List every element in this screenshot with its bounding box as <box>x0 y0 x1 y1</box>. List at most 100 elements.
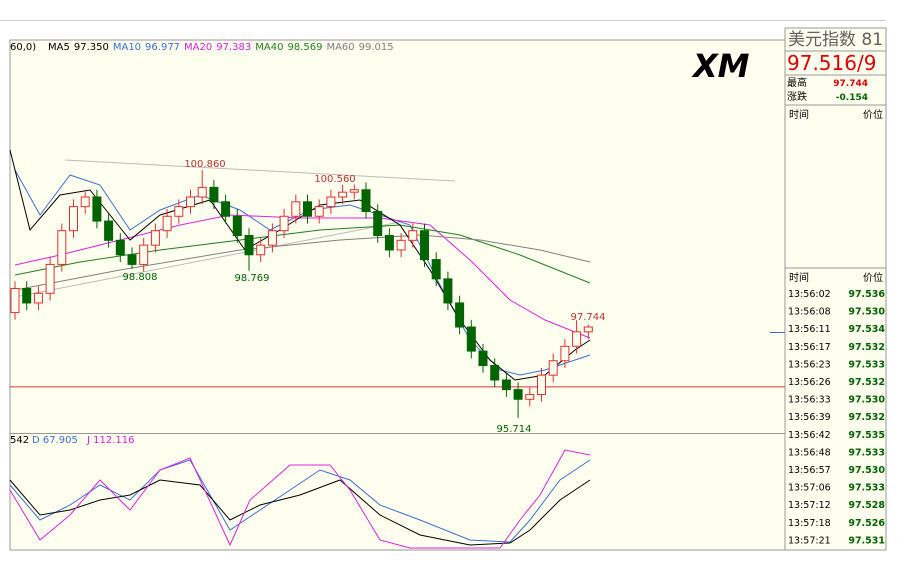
candle-body <box>33 292 43 304</box>
candle-body <box>80 196 90 208</box>
indicator: MA10 96.977 <box>113 42 180 53</box>
candle-body <box>10 287 20 314</box>
kdj-d: D 67.905 <box>32 435 78 446</box>
trade-price: 97.533 <box>848 483 885 494</box>
logo: XM <box>691 47 750 85</box>
candle-body <box>478 350 488 367</box>
price-annotation: 100.860 <box>184 159 225 170</box>
col-price: 价位 <box>863 271 883 284</box>
candle-body <box>104 220 114 241</box>
trade-time: 13:56:17 <box>788 342 831 353</box>
trade-price: 97.532 <box>848 342 885 353</box>
top-bar <box>0 0 909 20</box>
trade-time: 13:57:18 <box>788 518 831 529</box>
indicator-value: 99.015 <box>359 42 394 53</box>
trade-price: 97.533 <box>848 359 885 370</box>
trade-price: 97.536 <box>848 289 885 300</box>
trade-price: 97.532 <box>848 377 885 388</box>
candle-body <box>186 196 195 208</box>
trade-price: 97.535 <box>848 430 885 441</box>
indicator: MA60 99.015 <box>326 42 393 53</box>
candle-body <box>244 235 254 256</box>
candle-body <box>279 215 289 232</box>
trade-time: 13:56:26 <box>788 377 831 388</box>
trade-price: 97.531 <box>848 535 885 546</box>
candle-body <box>139 244 149 265</box>
kdj-line <box>9 449 591 549</box>
stat-value: 97.744 <box>833 79 868 89</box>
candle-body <box>174 206 184 217</box>
trade-time: 13:56:23 <box>788 359 831 370</box>
trade-time: 13:56:57 <box>788 465 831 476</box>
candle-body <box>127 254 137 265</box>
side-panel <box>784 27 887 551</box>
candle-body <box>548 360 558 376</box>
candle-body <box>209 186 219 203</box>
price-annotation: 98.769 <box>235 273 270 284</box>
chart-area <box>9 39 786 551</box>
candle-body <box>537 374 546 395</box>
trade-price: 97.530 <box>848 465 885 476</box>
trade-time: 13:56:11 <box>788 324 831 335</box>
indicator-name: MA10 <box>113 42 141 53</box>
ma-line <box>9 149 591 381</box>
candle-body <box>22 287 32 304</box>
col-price: 价位 <box>863 108 883 121</box>
candle-body <box>150 230 160 246</box>
candle-body <box>115 239 125 256</box>
trade-price: 97.526 <box>848 518 885 529</box>
indicator: MA5 97.350 <box>48 42 109 53</box>
candle-body <box>501 379 511 391</box>
candle-body <box>361 189 371 212</box>
indicator-value: 98.569 <box>287 42 322 53</box>
candle-body <box>384 235 394 251</box>
price-annotation: 100.560 <box>314 174 355 185</box>
trade-price: 97.530 <box>848 395 885 406</box>
candle-body <box>572 331 582 347</box>
panel-title: 美元指数 81 <box>788 30 883 50</box>
kdj-j: J 112.116 <box>86 435 134 446</box>
trade-time: 13:56:08 <box>788 307 831 318</box>
candle-body <box>431 259 441 280</box>
stat-label: 最高 <box>787 76 807 89</box>
trade-time: 13:56:48 <box>788 447 831 458</box>
candle-body <box>396 239 406 251</box>
indicator-name: MA20 <box>184 42 212 53</box>
trade-time: 13:56:02 <box>788 289 831 300</box>
header-partial: 60,0) <box>10 42 36 53</box>
trade-price: 97.528 <box>848 500 885 511</box>
trade-price: 97.533 <box>848 447 885 458</box>
candle-body <box>69 206 78 232</box>
trade-time: 13:57:12 <box>788 500 831 511</box>
indicator-value: 97.350 <box>74 42 109 53</box>
trend-line <box>64 159 456 182</box>
candle-body <box>57 230 67 265</box>
trend-line <box>19 221 401 297</box>
trade-time: 13:57:06 <box>788 483 831 494</box>
col-time: 时间 <box>789 271 809 284</box>
kdj-line <box>9 459 591 543</box>
indicator: MA20 97.383 <box>184 42 251 53</box>
candle-body <box>420 230 429 261</box>
kdj-partial: 542 <box>10 435 29 446</box>
kdj-line <box>9 479 591 546</box>
ma-line <box>14 224 591 284</box>
trade-time: 13:56:42 <box>788 430 831 441</box>
candle-body <box>455 302 465 328</box>
candle-body <box>583 326 593 333</box>
candle-body <box>525 393 535 400</box>
candle-body <box>197 186 207 198</box>
stat-label: 涨跌 <box>787 90 807 103</box>
candle-body <box>303 201 312 217</box>
indicator-value: 97.383 <box>216 42 251 53</box>
indicator-value: 96.977 <box>145 42 180 53</box>
indicator: MA40 98.569 <box>255 42 322 53</box>
candle-body <box>560 345 570 362</box>
price-annotation: 95.714 <box>497 424 532 435</box>
indicator-name: MA60 <box>326 42 354 53</box>
candle-body <box>267 230 277 246</box>
indicator-name: MA40 <box>255 42 283 53</box>
trade-price: 97.530 <box>848 307 885 318</box>
candle-body <box>314 206 324 217</box>
candle-body <box>45 263 55 294</box>
